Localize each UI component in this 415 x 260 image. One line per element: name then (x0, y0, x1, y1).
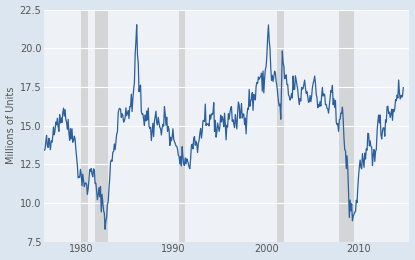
Bar (277, 10, 284, 242)
Bar (95, 10, 108, 242)
Bar (339, 10, 354, 242)
Y-axis label: Millions of Units: Millions of Units (5, 87, 15, 164)
Bar (81, 10, 88, 242)
Bar (179, 10, 185, 242)
